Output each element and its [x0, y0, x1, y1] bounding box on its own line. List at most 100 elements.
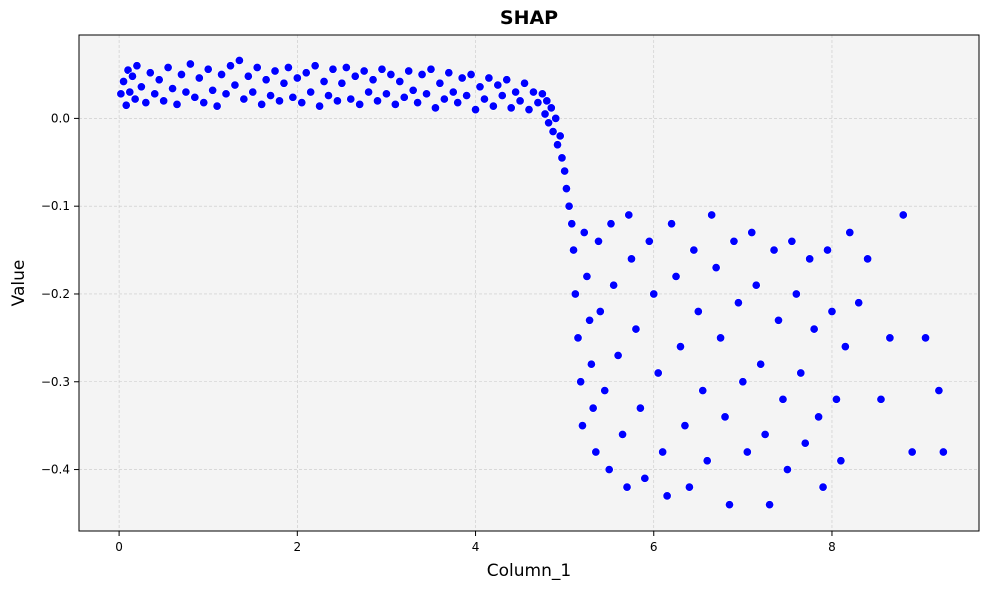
data-point — [920, 333, 931, 343]
data-point — [544, 118, 554, 128]
data-point — [163, 62, 173, 73]
data-point — [435, 78, 445, 88]
data-point — [136, 82, 146, 92]
data-point — [631, 324, 641, 334]
data-point — [159, 96, 169, 106]
data-point — [640, 473, 650, 483]
y-tick-label: −0.2 — [41, 287, 70, 301]
data-point — [653, 368, 663, 378]
data-point — [667, 219, 677, 229]
data-point — [399, 92, 409, 102]
data-point — [125, 87, 135, 97]
data-point — [814, 412, 824, 422]
scatter-points — [116, 55, 948, 510]
data-point — [506, 103, 516, 113]
data-point — [540, 109, 550, 119]
data-point — [600, 385, 610, 396]
data-point — [239, 94, 249, 104]
data-point — [328, 64, 338, 74]
data-point — [684, 482, 694, 492]
data-point — [208, 85, 218, 95]
data-point — [141, 98, 151, 108]
data-point — [470, 105, 481, 115]
data-point — [448, 87, 458, 97]
data-point — [649, 289, 659, 299]
data-point — [576, 377, 586, 387]
data-point — [765, 500, 775, 510]
data-point — [742, 447, 752, 457]
data-point — [252, 62, 262, 73]
data-point — [769, 245, 779, 255]
data-point — [548, 127, 558, 137]
data-point — [818, 482, 828, 492]
data-point — [297, 98, 307, 108]
y-tick-label: −0.4 — [41, 463, 70, 477]
data-point — [274, 96, 285, 106]
data-point — [181, 87, 191, 97]
data-point — [898, 210, 908, 220]
data-point — [439, 94, 449, 104]
plot-area — [79, 35, 979, 531]
data-point — [716, 333, 726, 343]
data-point — [809, 324, 819, 334]
data-point — [386, 69, 396, 80]
data-point — [230, 80, 240, 90]
y-tick-label: −0.3 — [41, 375, 70, 389]
data-point — [337, 78, 347, 88]
grid-lines — [79, 35, 979, 531]
data-point — [121, 100, 131, 110]
data-point — [488, 101, 498, 111]
data-point — [689, 245, 699, 255]
data-point — [154, 75, 164, 85]
data-point — [364, 87, 374, 97]
data-point — [457, 73, 467, 83]
data-point — [635, 403, 645, 413]
data-point — [248, 87, 258, 97]
data-point — [479, 94, 489, 104]
data-point — [426, 64, 436, 74]
data-point — [524, 105, 534, 115]
data-point — [266, 91, 276, 101]
data-point — [190, 92, 200, 102]
data-point — [671, 271, 681, 281]
data-point — [738, 377, 748, 387]
chart-title: SHAP — [500, 7, 558, 29]
data-point — [234, 55, 244, 66]
data-point — [680, 421, 690, 431]
data-point — [552, 140, 563, 150]
data-point — [577, 421, 588, 431]
data-point — [346, 94, 356, 104]
data-point — [800, 438, 810, 448]
data-point — [551, 113, 561, 123]
data-point — [662, 491, 672, 501]
x-tick-label: 0 — [115, 540, 123, 554]
data-point — [217, 69, 227, 80]
data-point — [747, 227, 757, 238]
data-point — [292, 73, 302, 83]
x-tick-label: 4 — [472, 540, 480, 554]
data-point — [270, 66, 280, 76]
data-point — [805, 254, 815, 264]
data-point — [212, 101, 222, 111]
data-point — [130, 94, 140, 104]
y-tick-label: 0.0 — [51, 111, 70, 125]
data-point — [172, 99, 182, 109]
data-point — [561, 184, 571, 194]
data-point — [831, 394, 841, 404]
data-point — [225, 61, 236, 71]
data-point — [515, 96, 525, 106]
data-point — [315, 101, 325, 111]
data-point — [876, 394, 886, 404]
data-point — [119, 76, 129, 87]
data-point — [693, 306, 703, 317]
data-point — [203, 64, 213, 74]
data-point — [720, 412, 730, 422]
data-point — [145, 68, 155, 78]
data-point — [332, 96, 342, 106]
data-point — [586, 359, 596, 369]
data-point — [613, 350, 623, 360]
data-point — [257, 99, 267, 109]
data-point — [528, 87, 539, 97]
data-point — [854, 298, 864, 308]
